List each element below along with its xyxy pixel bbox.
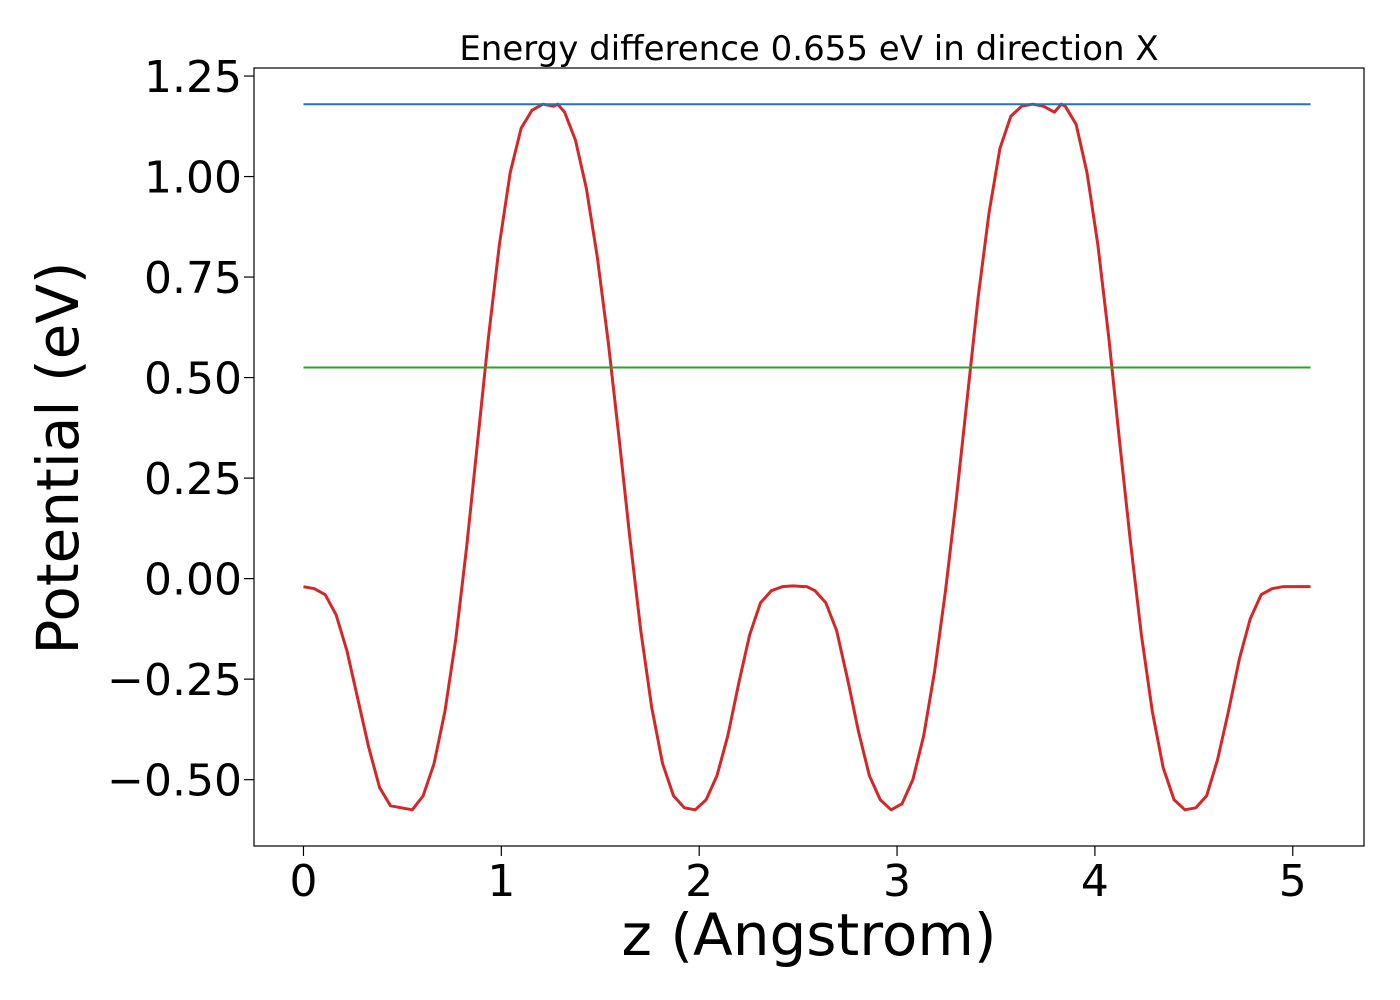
x-tick-label: 1 <box>487 856 515 907</box>
x-tick-label: 5 <box>1279 856 1307 907</box>
chart-title: Energy difference 0.655 eV in direction … <box>459 29 1158 69</box>
y-tick-label: 0.75 <box>144 253 242 304</box>
x-axis-ticks: 0 1 2 3 4 5 <box>289 846 1307 907</box>
y-tick-label: 1.00 <box>144 153 242 204</box>
y-tick-label: 0.00 <box>144 555 242 606</box>
y-tick-label: 0.25 <box>144 454 242 505</box>
plot-frame <box>253 67 1365 847</box>
x-tick-label: 0 <box>289 856 317 907</box>
series-layer <box>303 102 1311 812</box>
y-tick-label: −0.50 <box>107 756 242 807</box>
x-tick-label: 3 <box>883 856 911 907</box>
x-axis-label: z (Angstrom) <box>622 901 997 969</box>
y-axis-label: Potential (eV) <box>24 261 92 654</box>
x-tick-label: 4 <box>1081 856 1109 907</box>
y-tick-label: −0.25 <box>107 655 242 706</box>
potential-curve <box>303 102 1311 812</box>
y-tick-label: 1.25 <box>144 52 242 103</box>
y-axis-ticks: −0.50 −0.25 0.00 0.25 0.50 0.75 1.00 1.25 <box>107 52 254 807</box>
y-tick-label: 0.50 <box>144 354 242 405</box>
x-tick-label: 2 <box>685 856 713 907</box>
